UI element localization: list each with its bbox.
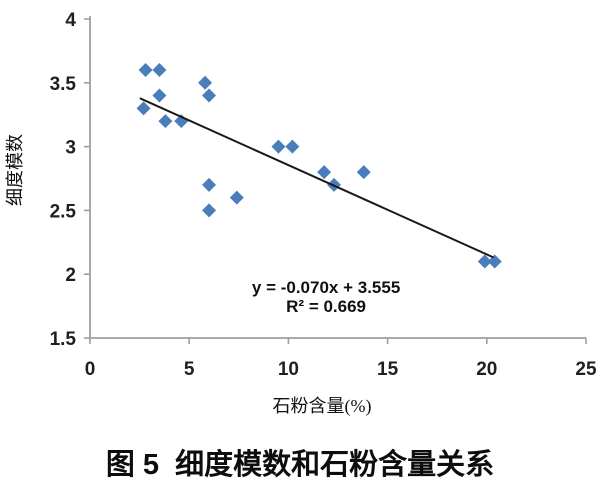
data-point xyxy=(136,101,151,116)
data-point xyxy=(138,63,153,78)
equation-label: y = -0.070x + 3.555 xyxy=(252,278,400,297)
data-point xyxy=(158,114,173,129)
x-tick-label: 0 xyxy=(85,359,96,380)
data-point xyxy=(487,254,502,269)
data-point xyxy=(202,88,217,103)
scatter-chart: 4 3.5 3 2.5 2 1.5 0 5 10 15 20 25 y = -0.070x + 3.55… xyxy=(5,10,597,417)
data-point xyxy=(229,190,244,205)
figure-caption: 图 5 细度模数和石粉含量关系 xyxy=(105,449,495,481)
x-tick-label: 25 xyxy=(575,359,597,380)
x-tick-label: 15 xyxy=(377,359,399,380)
data-point xyxy=(317,165,332,180)
x-tick-label: 5 xyxy=(184,359,195,380)
y-tick-label: 1.5 xyxy=(50,329,77,350)
data-point xyxy=(198,75,213,90)
x-tick-label: 20 xyxy=(476,359,497,380)
y-tick-label: 3.5 xyxy=(50,74,77,95)
y-tick-label: 2.5 xyxy=(50,201,77,222)
y-tick-label: 3 xyxy=(65,138,76,159)
trendline xyxy=(139,97,494,259)
data-point xyxy=(285,139,300,154)
data-point xyxy=(202,203,217,218)
data-point xyxy=(271,139,286,154)
data-point xyxy=(202,177,217,192)
y-tick-label: 4 xyxy=(65,10,76,31)
data-point xyxy=(152,63,167,78)
y-tick-label: 2 xyxy=(65,265,76,286)
data-point xyxy=(477,254,492,269)
r-squared-label: R² = 0.669 xyxy=(286,297,366,316)
x-axis-title: 石粉含量(%) xyxy=(273,396,372,417)
y-axis-title: 细度模数 xyxy=(5,134,25,206)
x-tick-label: 10 xyxy=(278,359,299,380)
data-point xyxy=(152,88,167,103)
data-point xyxy=(356,165,371,180)
